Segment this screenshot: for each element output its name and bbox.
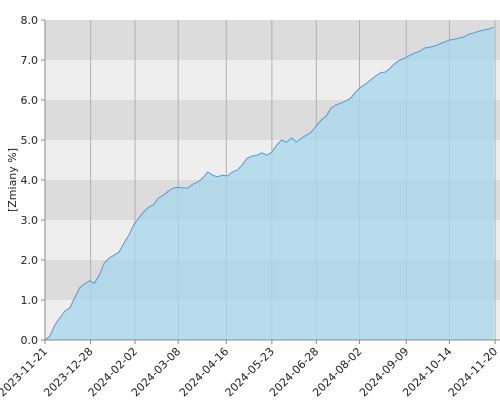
y-tick-label: 8.0 — [21, 14, 39, 27]
x-tick-label: 2024-11-20 — [446, 345, 500, 399]
y-tick-label: 5.0 — [21, 134, 39, 147]
y-tick-label: 6.0 — [21, 94, 39, 107]
y-tick-label: 0.0 — [21, 334, 39, 347]
y-tick-label: 2.0 — [21, 254, 39, 267]
y-tick-label: 3.0 — [21, 214, 39, 227]
y-tick-label: 4.0 — [21, 174, 39, 187]
y-tick-label: 7.0 — [21, 54, 39, 67]
y-tick-label: 1.0 — [21, 294, 39, 307]
area — [45, 27, 494, 340]
line — [44, 26, 494, 341]
y-axis-label: [Zmiany %] — [6, 148, 19, 212]
